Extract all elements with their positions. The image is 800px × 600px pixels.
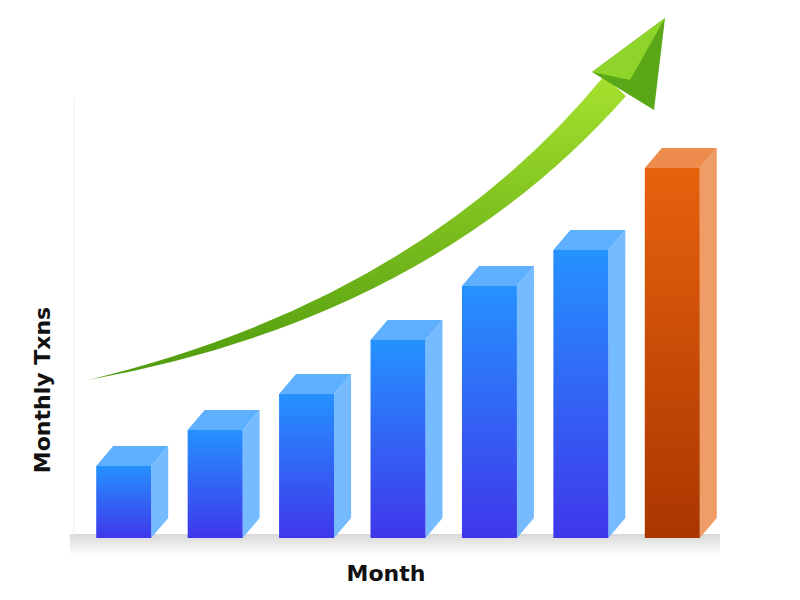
x-axis-label: Month <box>347 561 426 586</box>
bar-3d <box>462 266 534 538</box>
bar-top <box>96 446 168 466</box>
bar-side <box>517 266 534 538</box>
bar-top <box>645 148 717 168</box>
bar-side <box>334 374 351 538</box>
bar <box>96 466 151 538</box>
y-axis-line <box>74 98 75 538</box>
arrow-shaft <box>88 76 626 380</box>
arrow-head <box>592 18 665 110</box>
bars <box>96 148 717 538</box>
bar-3d <box>188 410 260 538</box>
chart: Monthly Txns Month <box>0 0 800 600</box>
bar <box>188 430 243 538</box>
bar-top <box>553 230 625 250</box>
growth-arrow <box>88 18 665 380</box>
bar-top <box>371 320 443 340</box>
bar <box>279 394 334 538</box>
bar-side <box>426 320 443 538</box>
bar <box>462 286 517 538</box>
bar <box>371 340 426 538</box>
bar <box>553 250 608 538</box>
bar <box>645 168 700 538</box>
bar-3d <box>553 230 625 538</box>
bar-side <box>608 230 625 538</box>
y-axis-label: Monthly Txns <box>30 307 55 473</box>
bar-top <box>279 374 351 394</box>
arrow-head-light <box>592 18 665 80</box>
bar-top <box>462 266 534 286</box>
bar-side <box>243 410 260 538</box>
bar-3d <box>371 320 443 538</box>
bar-3d <box>645 148 717 538</box>
bar-top <box>188 410 260 430</box>
bar-3d <box>279 374 351 538</box>
bar-side <box>700 148 717 538</box>
bar-3d <box>96 446 168 538</box>
